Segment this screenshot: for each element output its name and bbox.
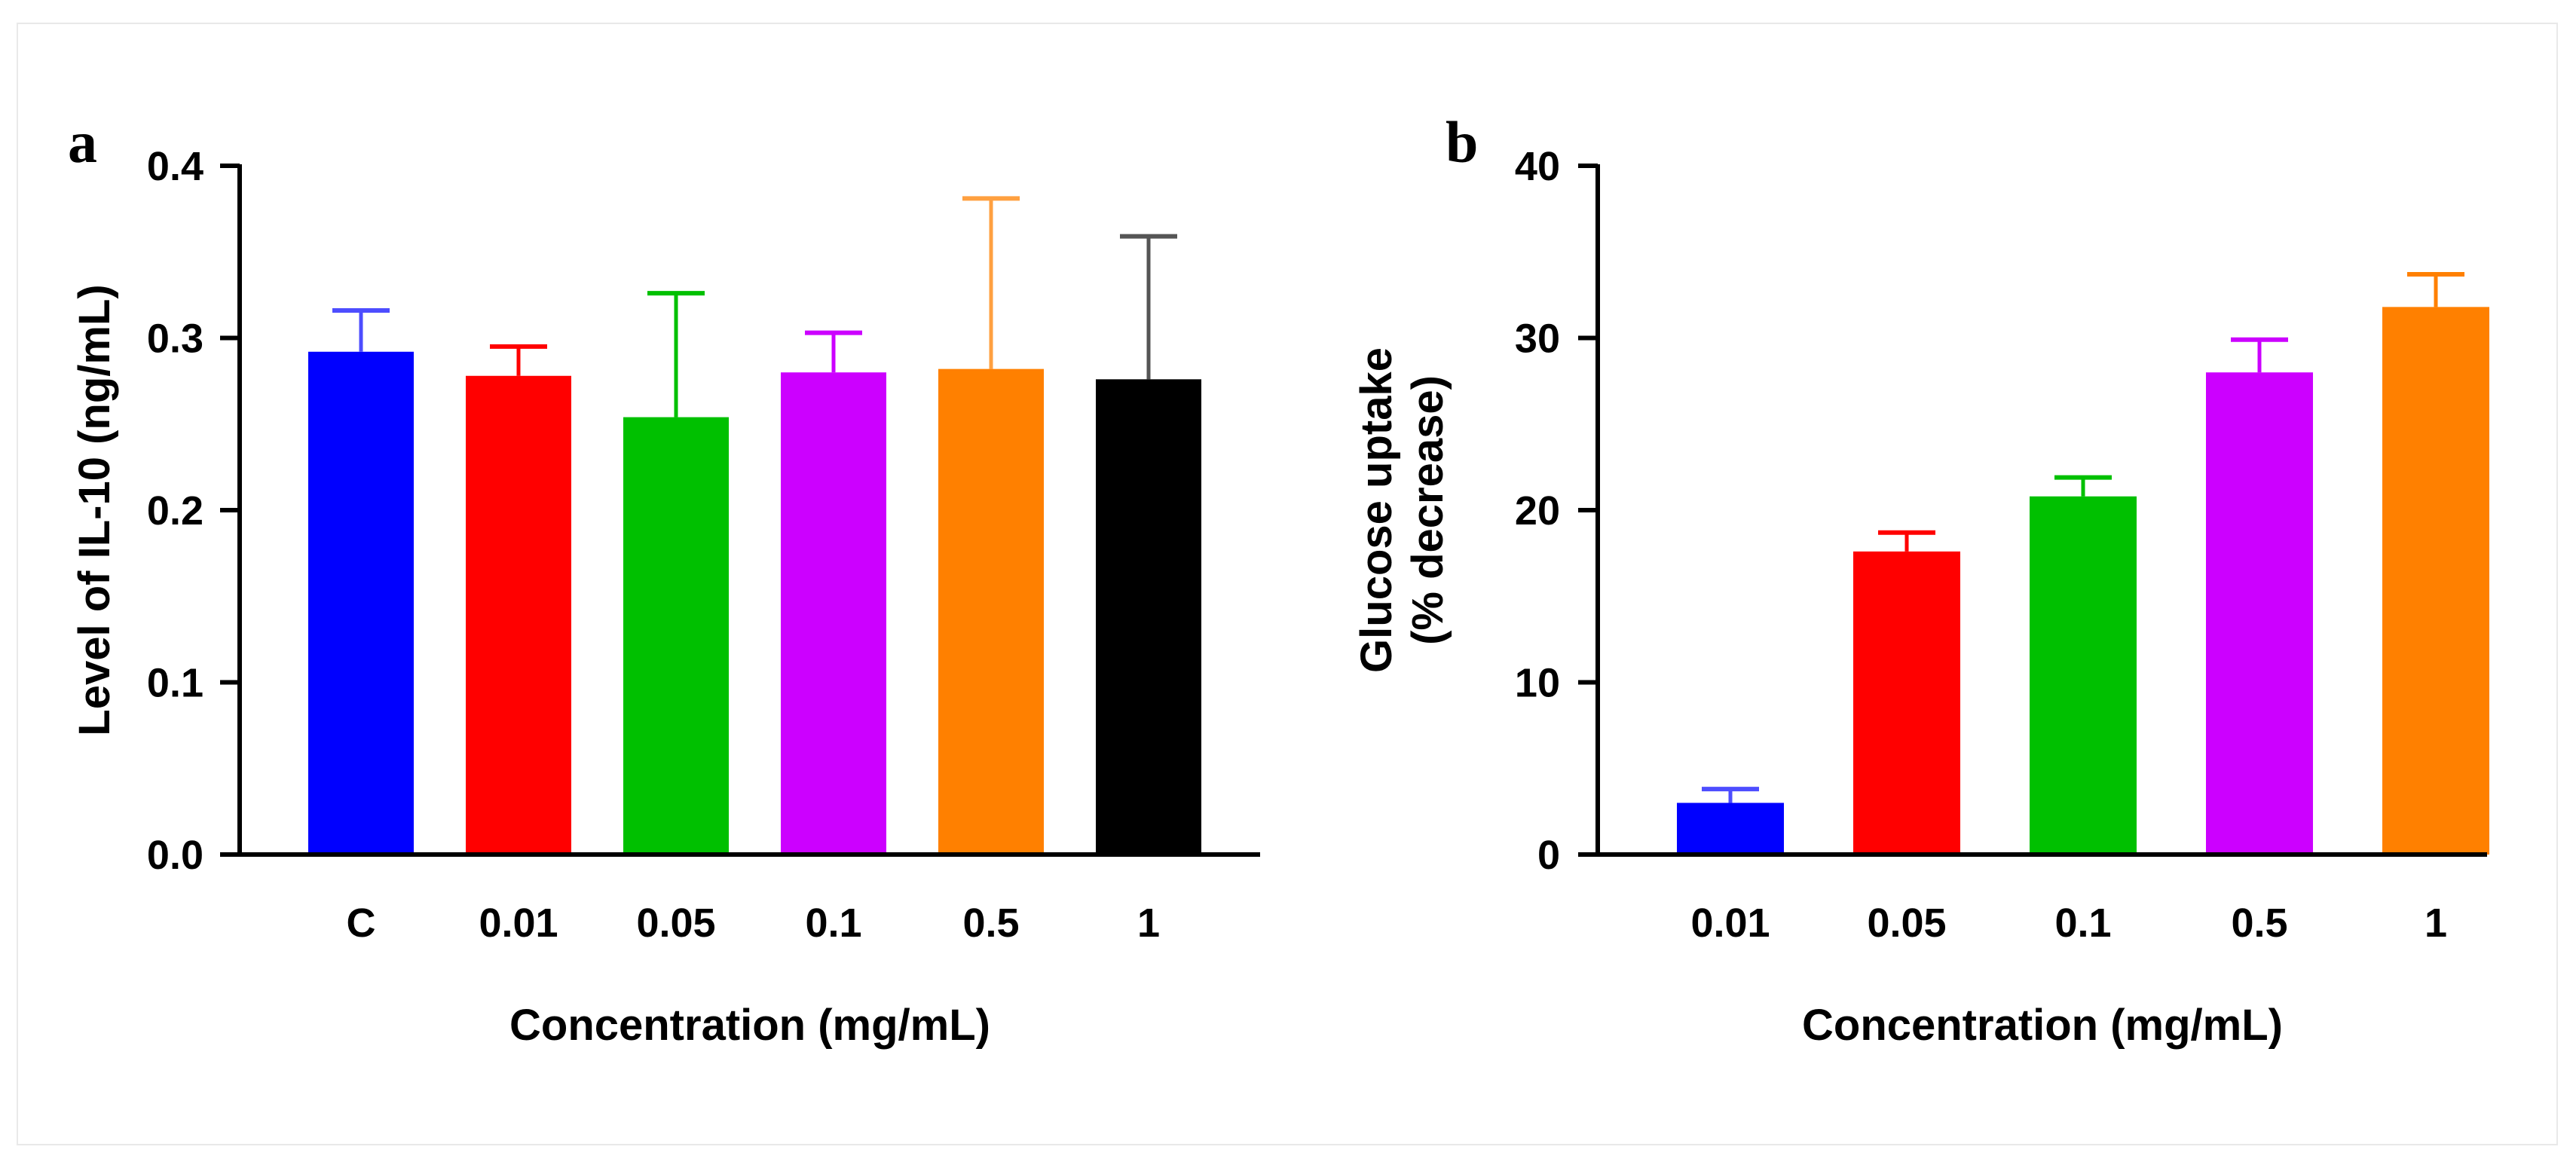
- panel-a-bar-0.05: [623, 417, 729, 855]
- panel-a-x-tick-label: 0.1: [805, 900, 861, 946]
- panel-a-y-tick-label: 0.1: [147, 661, 203, 706]
- panel-a-y-axis-title-line: Level of IL-10 (ng/mL): [70, 284, 119, 735]
- panel-b-x-tick-label: 0.05: [1867, 900, 1946, 946]
- panel-a-y-axis-title: Level of IL-10 (ng/mL): [70, 284, 119, 735]
- panel-b-y-axis-title-line: Glucose uptake: [1352, 347, 1401, 673]
- panel-b-y-axis-title: Glucose uptake(% decrease): [1352, 347, 1452, 673]
- panel-a-y-tick-label: 0.3: [147, 316, 203, 362]
- panel-b-x-tick-label: 0.1: [2054, 900, 2111, 946]
- panel-b-y-tick-label: 0: [1537, 833, 1560, 878]
- panel-b-x-tick-label: 0.01: [1690, 900, 1770, 946]
- panel-b-bar-0.5: [2206, 372, 2313, 855]
- panel-a-y-tick-label: 0.4: [147, 144, 203, 189]
- panel-a-bar-0.1: [781, 372, 886, 855]
- panel-b-x-axis-title: Concentration (mg/mL): [1802, 1001, 2283, 1050]
- panel-b-x-tick-label: 1: [2425, 900, 2447, 946]
- panel-b-y-tick-label: 20: [1515, 488, 1560, 534]
- panel-a-y-tick-label: 0.2: [147, 488, 203, 534]
- panel-b-x-tick-label: 0.5: [2231, 900, 2287, 946]
- panel-a-x-tick-label: C: [347, 900, 376, 946]
- panel-a-x-tick-label: 0.05: [636, 900, 715, 946]
- panel-a-bar-C: [308, 351, 414, 855]
- panel-a-bar-1: [1096, 379, 1201, 855]
- panel-b-bar-0.01: [1677, 803, 1784, 855]
- panel-a-bar-0.5: [938, 368, 1044, 855]
- panel-b-y-axis-title-line: (% decrease): [1403, 375, 1452, 645]
- panel-b-bar-1: [2382, 307, 2489, 855]
- panel-a-x-tick-label: 0.01: [479, 900, 558, 946]
- panel-a-y-tick-label: 0.0: [147, 833, 203, 878]
- panel-a-x-tick-label: 0.5: [962, 900, 1019, 946]
- panel-a-chart: a C 0.01 0.05 0.1 0.5 1 0.0 0.1 0.2 0.3 0.4 Concentr…: [68, 109, 1260, 1050]
- panel-a-x-tick-label: 1: [1137, 900, 1160, 946]
- panel-b-bar-0.1: [2030, 496, 2137, 855]
- panel-b-y-tick-label: 30: [1515, 316, 1560, 362]
- panel-b-y-tick-label: 40: [1515, 144, 1560, 189]
- panel-a-bar-0.01: [466, 375, 571, 855]
- panel-b-y-tick-label: 10: [1515, 661, 1560, 706]
- panel-a-x-axis-title: Concentration (mg/mL): [509, 1001, 990, 1050]
- panel-b-bar-0.05: [1853, 551, 1960, 855]
- panel-a-letter: a: [68, 109, 97, 175]
- panel-b-letter: b: [1446, 109, 1478, 175]
